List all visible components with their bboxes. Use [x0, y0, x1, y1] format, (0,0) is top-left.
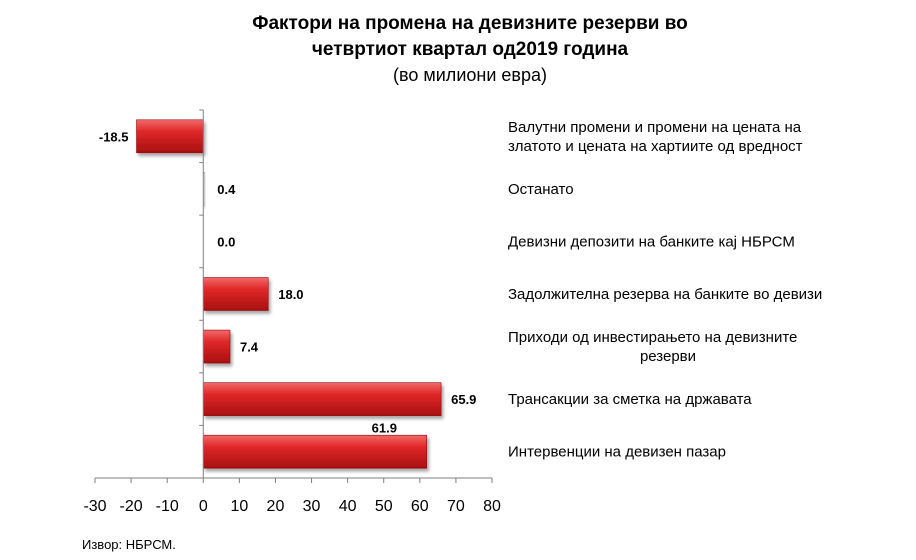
- x-tick-label: -10: [156, 498, 179, 515]
- data-label: 0.4: [217, 182, 236, 197]
- data-label: 65.9: [451, 392, 476, 407]
- category-label: Валутни промени и промени на цената на: [508, 119, 802, 136]
- x-tick-label: 10: [230, 498, 248, 515]
- category-label: резерви: [640, 348, 696, 365]
- category-label: Останато: [508, 181, 574, 198]
- x-tick-label: 30: [303, 498, 321, 515]
- bar: [202, 382, 442, 416]
- source-note: Извор: НБРСМ.: [82, 537, 176, 552]
- category-label: Задолжителна резерва на банките во девиз…: [508, 286, 822, 303]
- data-label: 0.0: [217, 234, 235, 249]
- x-tick-label: 60: [411, 498, 429, 515]
- category-label: златото и цената на хартиите од вредност: [508, 138, 803, 155]
- category-label: Девизни депозити на банките кај НБРСМ: [508, 233, 795, 250]
- chart-title-line-2: четвртиот квартал од2019 година: [311, 39, 629, 60]
- x-tick-label: -30: [83, 498, 106, 515]
- data-label: -18.5: [99, 129, 129, 144]
- bar: [202, 434, 427, 469]
- x-tick-label: -20: [120, 498, 143, 515]
- x-tick-label: 80: [483, 498, 501, 515]
- x-tick-label: 20: [267, 498, 285, 515]
- category-label: Трансакции за сметка на државата: [508, 391, 752, 408]
- bar: [136, 119, 204, 154]
- bar-chart: -30 -20 -10 0 10 20 30 40 50 60 70 80 -18.5 Валутни …: [83, 109, 822, 515]
- chart-subtitle: (во милиони евра): [393, 65, 547, 85]
- data-label: 61.9: [372, 421, 397, 436]
- chart-title-line-1: Фактори на промена на девизните резерви …: [252, 13, 688, 34]
- bar: [202, 329, 231, 364]
- x-tick-label: 70: [447, 498, 465, 515]
- bar: [202, 277, 269, 311]
- x-tick-label: 50: [375, 498, 393, 515]
- category-label: Интервенции на девизен пазар: [508, 444, 726, 461]
- x-tick-label: 0: [199, 498, 208, 515]
- category-label: Приходи од инвестирањето на девизните: [508, 329, 797, 346]
- x-tick-label: 40: [339, 498, 357, 515]
- data-label: 7.4: [240, 340, 259, 355]
- data-label: 18.0: [278, 287, 303, 302]
